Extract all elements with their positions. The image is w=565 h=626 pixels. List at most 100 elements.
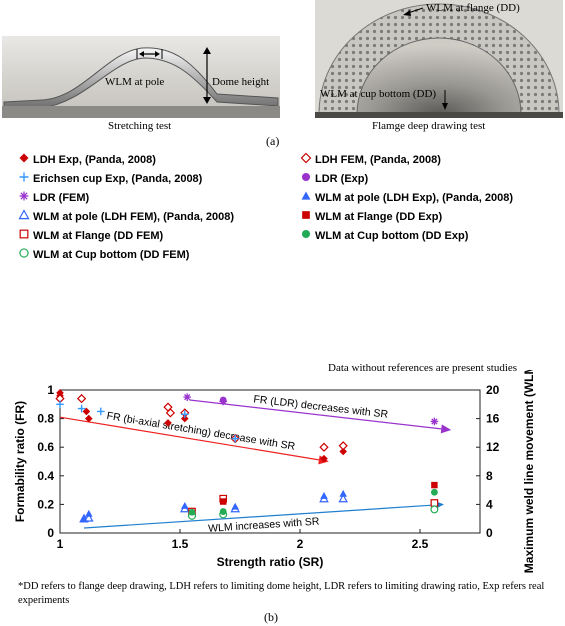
data-point	[319, 442, 329, 452]
data-point	[430, 417, 439, 426]
wlm-flange-label: WLM at flange (DD)	[426, 2, 520, 14]
legend-marker-icon	[19, 229, 29, 239]
data-point	[219, 396, 227, 404]
legend-label: WLM at Flange (DD FEM)	[33, 230, 164, 242]
legend-left-entry: LDR (FEM)	[18, 190, 89, 204]
legend-label: LDH FEM, (Panda, 2008)	[315, 154, 441, 166]
wlm-cup-label: WLM at cup bottom (DD)	[320, 88, 437, 100]
stretching-test-photo	[2, 2, 280, 118]
y-tick-label: 0.6	[37, 440, 54, 454]
legend-marker-icon	[301, 172, 311, 182]
data-point	[56, 400, 64, 409]
legend-left-entry: WLM at Cup bottom (DD FEM)	[18, 247, 189, 261]
annotation-label: FR (bi-axial stretching) decrease with S…	[106, 410, 297, 453]
data-point	[85, 509, 93, 517]
y2-tick-label: 0	[486, 526, 493, 540]
legend-left-entry: WLM at pole (LDH FEM), (Panda, 2008)	[18, 209, 234, 223]
legend-label: WLM at Cup bottom (DD FEM)	[33, 249, 190, 261]
annotation-label: FR (LDR) decreases with SR	[253, 393, 389, 420]
data-point	[430, 505, 439, 514]
legend-right-entry: LDR (Exp)	[300, 171, 368, 185]
legend-label: LDR (Exp)	[315, 173, 369, 185]
y2-tick-label: 8	[486, 469, 493, 483]
data-point	[430, 499, 439, 507]
data-point	[77, 404, 86, 413]
data-point	[97, 407, 105, 416]
legend-note: Data without references are present stud…	[328, 362, 518, 374]
x-tick-label: 2	[297, 537, 304, 551]
legend-left-entry: Erichsen cup Exp, (Panda, 2008)	[18, 171, 202, 185]
legend-marker-icon	[302, 211, 310, 219]
data-point	[320, 492, 328, 499]
legend-right-entry: LDH FEM, (Panda, 2008)	[300, 152, 441, 166]
y-tick-label: 1	[47, 383, 54, 397]
legend-marker-icon	[301, 229, 311, 239]
y-tick-label: 0.8	[37, 412, 54, 426]
legend-label: WLM at Cup bottom (DD Exp)	[315, 230, 469, 242]
legend-marker-icon	[19, 248, 29, 258]
legend-right-entry: WLM at Flange (DD Exp)	[300, 209, 442, 223]
data-point	[219, 508, 227, 515]
legend-right-entry: WLM at pole (LDH Exp), (Panda, 2008)	[300, 190, 513, 204]
data-point	[165, 408, 176, 418]
data-point	[231, 502, 239, 510]
deep-drawing-test-caption: Flamge deep drawing test	[372, 120, 486, 132]
y-axis-label: Formability ratio (FR)	[13, 401, 27, 522]
panel-label-b: (b)	[264, 610, 278, 624]
legend-marker-icon	[19, 191, 29, 201]
series	[56, 400, 239, 443]
legend-marker-icon	[18, 209, 30, 220]
data-point	[80, 515, 88, 523]
series	[219, 396, 227, 404]
series	[188, 488, 438, 516]
dome-height-label: Dome height	[212, 76, 270, 88]
legend-label: WLM at pole (LDH FEM), (Panda, 2008)	[33, 211, 235, 223]
y-tick-label: 0.4	[37, 469, 54, 483]
data-point	[85, 414, 93, 423]
stretching-test-caption: Stretching test	[108, 120, 172, 132]
data-point	[183, 393, 191, 401]
panel-label-a: (a)	[266, 134, 280, 148]
legend-marker-icon	[19, 153, 29, 163]
data-point	[431, 481, 438, 489]
chart: 1 1.5 2 2.500.20.40.60.81048121620Strength …	[13, 370, 536, 573]
data-point	[339, 489, 347, 497]
y2-tick-label: 16	[486, 412, 500, 426]
series	[55, 393, 348, 452]
data-point	[83, 512, 94, 522]
y2-tick-label: 12	[486, 440, 500, 454]
legend-marker-icon	[19, 172, 29, 182]
data-point	[231, 434, 239, 443]
data-point	[181, 410, 189, 419]
data-point	[181, 502, 189, 509]
x-tick-label: 1.5	[172, 537, 189, 551]
legend-label: WLM at pole (LDH Exp), (Panda, 2008)	[315, 192, 514, 204]
legend-right-entry: WLM at Cup bottom (DD Exp)	[300, 228, 468, 242]
plot-frame	[59, 389, 481, 534]
y-tick-label: 0	[47, 526, 54, 540]
wlm-pole-label: WLM at pole	[105, 76, 165, 88]
deep-drawing-test-photo	[315, 0, 563, 118]
y2-tick-label: 4	[486, 497, 493, 511]
data-point	[338, 441, 348, 451]
trend-arrow	[189, 399, 452, 434]
x-axis-label: Strength ratio (SR)	[217, 555, 324, 569]
data-point	[430, 488, 438, 496]
y2-tick-label: 20	[486, 383, 500, 397]
legend-marker-icon	[301, 191, 311, 200]
series	[80, 489, 347, 523]
legend-marker-icon	[300, 152, 312, 164]
legend-label: Erichsen cup Exp, (Panda, 2008)	[33, 173, 203, 185]
x-tick-label: 2.5	[412, 537, 429, 551]
legend-label: WLM at Flange (DD Exp)	[315, 211, 443, 223]
data-point	[219, 498, 227, 505]
data-point	[76, 393, 87, 404]
data-point	[188, 508, 196, 516]
x-tick-label: 1	[57, 537, 64, 551]
footnote: *DD refers to flange deep drawing, LDH r…	[18, 581, 545, 606]
legend-left-entry: LDH Exp, (Panda, 2008)	[18, 152, 156, 166]
y-tick-label: 0.2	[37, 497, 54, 511]
y2-axis-label: Maximum weld line movement (WLM) in mm	[522, 370, 536, 573]
legend-label: LDR (FEM)	[33, 192, 90, 204]
legend-left-entry: WLM at Flange (DD FEM)	[18, 228, 163, 242]
